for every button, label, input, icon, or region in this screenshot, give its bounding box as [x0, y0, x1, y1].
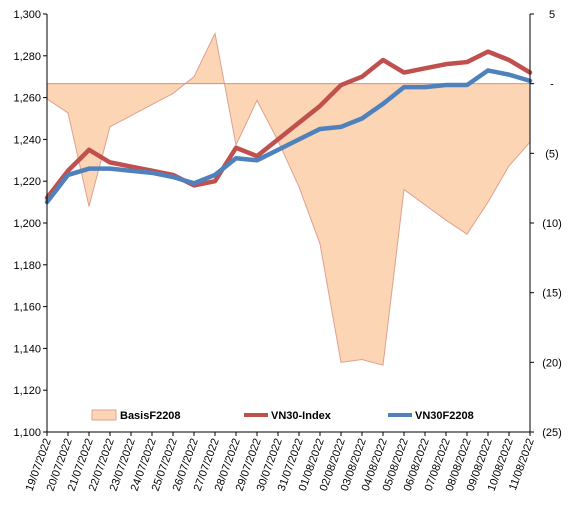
right-tick-label: -	[550, 79, 554, 91]
left-tick-label: 1,300	[13, 9, 41, 21]
left-tick-label: 1,120	[13, 385, 41, 397]
left-tick-label: 1,100	[13, 427, 41, 439]
point-vn30f2208	[67, 174, 69, 176]
point-vn30f2208	[340, 126, 342, 128]
point-vn30-index	[382, 59, 384, 61]
point-vn30-index	[109, 161, 111, 163]
point-basisf2208	[235, 144, 237, 146]
line-series-vn30-index	[44, 49, 533, 201]
right-tick-label: (20)	[542, 357, 562, 369]
point-vn30-index	[487, 51, 489, 53]
line-series-vn30f2208	[44, 68, 533, 205]
point-vn30-index	[361, 76, 363, 78]
point-vn30-index	[445, 63, 447, 65]
left-tick-label: 1,220	[13, 176, 41, 188]
point-basisf2208	[424, 204, 426, 206]
point-basisf2208	[382, 364, 384, 366]
right-tick-label: (10)	[542, 218, 562, 230]
point-vn30f2208	[445, 84, 447, 86]
point-vn30-index	[214, 180, 216, 182]
point-vn30f2208	[403, 86, 405, 88]
point-vn30-index	[67, 170, 69, 172]
area-edge-basisf2208	[46, 31, 531, 366]
point-vn30f2208	[193, 182, 195, 184]
point-basisf2208	[109, 126, 111, 128]
point-vn30f2208	[130, 170, 132, 172]
right-tick-label: (5)	[545, 148, 558, 160]
point-vn30-index	[298, 122, 300, 124]
point-vn30f2208	[466, 84, 468, 86]
legend-label-vn30f2208: VN30F2208	[415, 410, 474, 422]
point-vn30f2208	[277, 149, 279, 151]
point-basisf2208	[466, 233, 468, 235]
point-basisf2208	[67, 112, 69, 114]
point-basisf2208	[214, 33, 216, 35]
point-vn30f2208	[88, 168, 90, 170]
left-axis-ticks: 1,100 1,120 1,140 1,160 1,180 1,200 1,220 1,240…	[13, 9, 47, 439]
point-vn30f2208	[424, 86, 426, 88]
point-vn30f2208	[109, 168, 111, 170]
point-vn30-index	[130, 166, 132, 168]
point-vn30f2208	[382, 103, 384, 105]
point-basisf2208	[151, 104, 153, 106]
point-vn30f2208	[151, 172, 153, 174]
point-vn30-index	[256, 155, 258, 157]
left-tick-label: 1,280	[13, 51, 41, 63]
point-vn30-index	[277, 138, 279, 140]
point-basisf2208	[340, 361, 342, 363]
left-tick-label: 1,140	[13, 343, 41, 355]
point-vn30f2208	[235, 157, 237, 159]
point-vn30f2208	[319, 128, 321, 130]
x-axis-ticks: 19/07/202220/07/202221/07/202222/07/2022…	[24, 432, 537, 493]
left-tick-label: 1,260	[13, 93, 41, 105]
point-vn30f2208	[487, 69, 489, 71]
point-vn30-index	[235, 147, 237, 149]
point-vn30-index	[508, 59, 510, 61]
point-vn30f2208	[256, 159, 258, 161]
point-vn30-index	[88, 149, 90, 151]
legend-swatch-basisf2208	[91, 409, 117, 421]
area-series-basisf2208	[47, 33, 530, 366]
point-basisf2208	[508, 165, 510, 167]
right-tick-label: 5	[549, 9, 555, 21]
point-basisf2208	[88, 205, 90, 207]
right-tick-label: (15)	[542, 288, 562, 300]
point-basisf2208	[403, 189, 405, 191]
point-basisf2208	[256, 99, 258, 101]
point-vn30-index	[424, 67, 426, 69]
point-vn30f2208	[172, 176, 174, 178]
left-tick-label: 1,240	[13, 134, 41, 146]
point-vn30-index	[466, 61, 468, 63]
legend-label-vn30-index: VN30-Index	[271, 410, 332, 422]
point-vn30f2208	[508, 74, 510, 76]
right-tick-label: (25)	[542, 427, 562, 439]
point-vn30-index	[403, 72, 405, 74]
point-basisf2208	[130, 115, 132, 117]
basis-area-layer	[46, 31, 531, 366]
right-axis-ticks: (25) (20) (15) (10) (5) - 5	[530, 9, 562, 439]
left-tick-label: 1,200	[13, 218, 41, 230]
point-vn30-index	[340, 84, 342, 86]
point-basisf2208	[361, 359, 363, 361]
point-basisf2208	[172, 92, 174, 94]
point-basisf2208	[319, 243, 321, 245]
point-vn30f2208	[298, 138, 300, 140]
legend: BasisF2208 VN30-Index VN30F2208	[91, 409, 474, 422]
point-basisf2208	[193, 76, 195, 78]
point-vn30-index	[319, 105, 321, 107]
left-tick-label: 1,180	[13, 260, 41, 272]
point-basisf2208	[487, 201, 489, 203]
legend-label-basisf2208: BasisF2208	[120, 410, 181, 422]
point-vn30f2208	[361, 118, 363, 119]
point-basisf2208	[298, 186, 300, 188]
point-vn30f2208	[214, 174, 216, 176]
point-basisf2208	[445, 219, 447, 221]
left-tick-label: 1,160	[13, 302, 41, 314]
